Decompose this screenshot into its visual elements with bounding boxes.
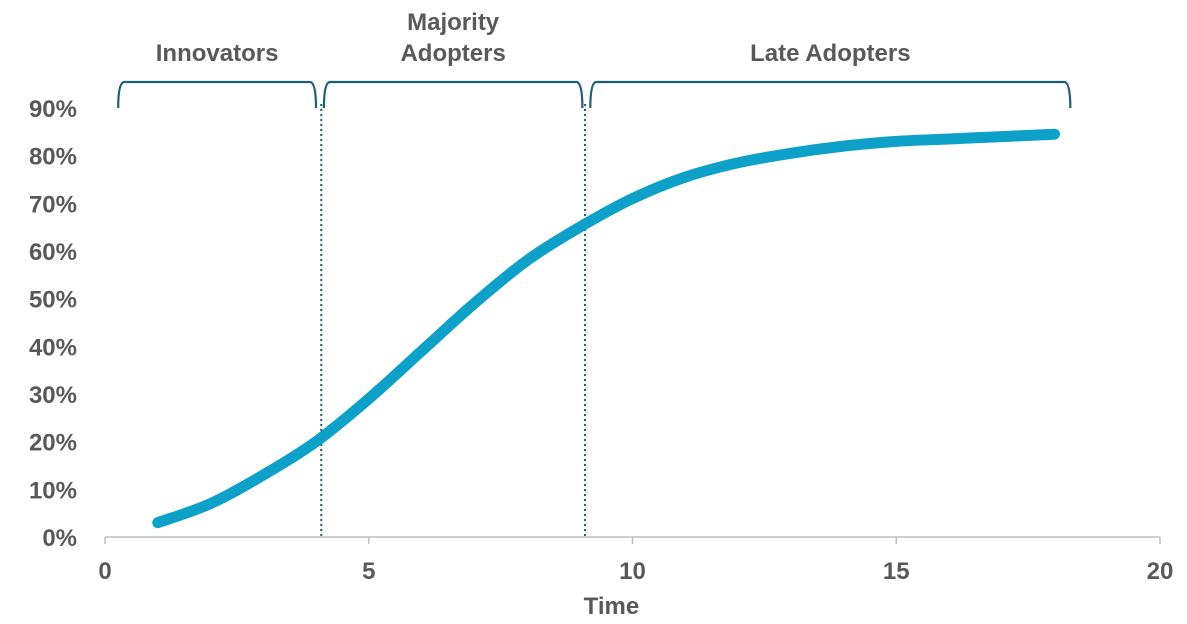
phase-dividers [320, 104, 587, 537]
x-tick-label: 15 [883, 558, 910, 585]
phase-label: Late Adopters [750, 40, 910, 67]
x-tick-label: 20 [1147, 558, 1174, 585]
x-tick-label: 0 [98, 558, 111, 585]
y-tick-label: 70% [29, 191, 77, 218]
phase-bracket [589, 80, 1072, 109]
series-layer [152, 128, 1060, 529]
phase-label: Adopters [400, 40, 505, 67]
phase-labels: Innovators Majority Adopters Late Adopters [156, 9, 911, 67]
y-axis-ticks: 0% 10% 20% 30% 40% 50% 60% 70% 80% 90% [29, 96, 77, 552]
x-axis-title: Time [584, 593, 640, 620]
x-tick-label: 5 [362, 558, 375, 585]
y-tick-label: 40% [29, 334, 77, 361]
phase-bracket [322, 80, 584, 109]
y-tick-label: 50% [29, 287, 77, 314]
x-tick-label: 10 [619, 558, 646, 585]
phase-label: Majority [407, 9, 500, 36]
y-tick-label: 0% [42, 525, 77, 552]
phase-brackets [117, 80, 1072, 109]
y-tick-label: 80% [29, 144, 77, 171]
y-tick-label: 10% [29, 477, 77, 504]
y-tick-label: 60% [29, 239, 77, 266]
y-tick-label: 20% [29, 430, 77, 457]
adoption-series-line [152, 128, 1060, 529]
x-axis-ticks: 0 5 10 15 20 [98, 537, 1173, 585]
y-tick-label: 30% [29, 382, 77, 409]
phase-label: Innovators [156, 40, 279, 67]
phase-bracket [117, 80, 318, 109]
y-tick-label: 90% [29, 96, 77, 123]
